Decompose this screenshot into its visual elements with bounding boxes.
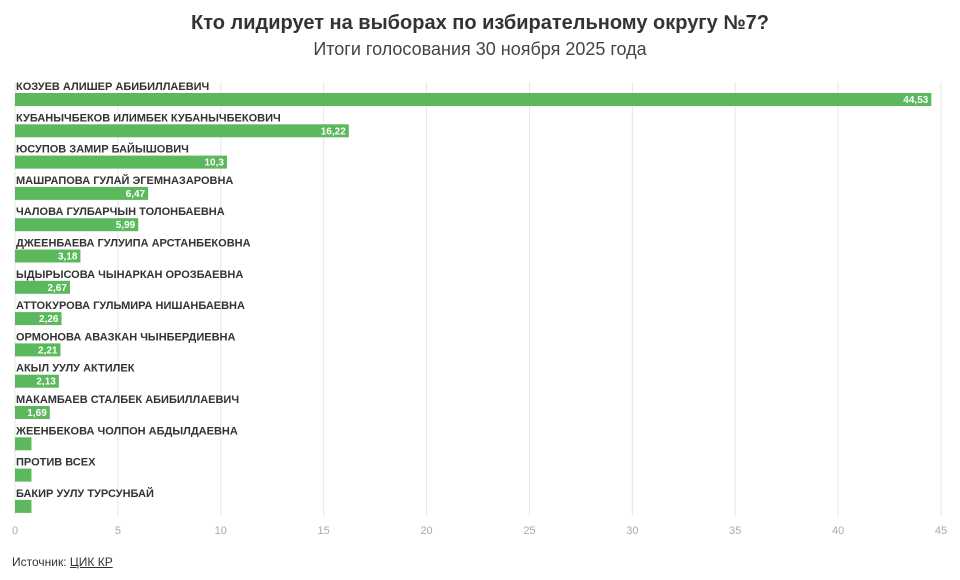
chart-title: Кто лидирует на выборах по избирательном… (191, 12, 769, 34)
bar (15, 186, 149, 200)
chart-subtitle: Итоги голосования 30 ноября 2025 года (313, 39, 647, 59)
bar (15, 218, 139, 232)
category-label: ЖЕЕНБЕКОВА ЧОЛПОН АБДЫЛДАЕВНА (15, 425, 238, 437)
x-tick-label: 0 (12, 525, 18, 537)
bar-value-label: 6,47 (126, 189, 146, 200)
x-tick-label: 45 (935, 525, 947, 537)
bar (15, 437, 32, 451)
x-tick-label: 30 (626, 525, 638, 537)
bar-value-label: 5,99 (116, 220, 136, 231)
bar-value-label: 1,69 (27, 408, 47, 419)
category-label: ЫДЫРЫСОВА ЧЫНАРКАН ОРОЗБАЕВНА (16, 269, 243, 281)
x-tick-label: 5 (115, 525, 121, 537)
bar (15, 249, 81, 263)
bar (15, 155, 227, 169)
bar (15, 93, 932, 106)
category-label: ЧАЛОВА ГУЛБАРЧЫН ТОЛОНБАЕВНА (16, 206, 225, 218)
bar (15, 374, 59, 388)
bar (15, 499, 32, 513)
source-label: Источник: (12, 555, 67, 569)
category-label: ОРМОНОВА АВАЗКАН ЧЫНБЕРДИЕВНА (16, 331, 235, 343)
x-tick-label: 15 (318, 525, 330, 537)
bar (15, 312, 62, 326)
bar-value-label: 2,67 (47, 283, 67, 294)
category-label: КУБАНЫЧБЕКОВ ИЛИМБЕК КУБАНЫЧБЕКОВИЧ (16, 112, 281, 124)
category-label: МАШРАПОВА ГУЛАЙ ЭГЕМНАЗАРОВНА (16, 174, 233, 187)
category-label: АТТОКУРОВА ГУЛЬМИРА НИШАНБАЕВНА (16, 300, 245, 312)
bar-value-label: 3,18 (58, 252, 78, 263)
bar-value-label: 10,3 (204, 158, 224, 169)
bar-value-label: 2,13 (36, 377, 56, 388)
category-label: ПРОТИВ ВСЕХ (16, 457, 96, 469)
bar-value-label: 2,21 (38, 345, 58, 356)
source-line: Источник: ЦИК КР (12, 555, 113, 569)
category-label: ЮСУПОВ ЗАМИР БАЙЫШОВИЧ (16, 143, 189, 156)
bar (15, 280, 70, 294)
x-tick-label: 10 (215, 525, 227, 537)
bar-value-label: 2,26 (39, 314, 59, 325)
bar (15, 406, 50, 419)
x-tick-label: 20 (420, 525, 432, 537)
x-tick-label: 35 (729, 525, 741, 537)
category-label: АКЫЛ УУЛУ АКТИЛЕК (16, 363, 135, 375)
bar (15, 343, 61, 357)
category-label: ДЖЕЕНБАЕВА ГУЛУИПА АРСТАНБЕКОВНА (16, 238, 251, 250)
bar-value-label: 44,53 (903, 95, 928, 106)
source-link[interactable]: ЦИК КР (69, 555, 113, 569)
category-label: КОЗУЕВ АЛИШЕР АБИБИЛЛАЕВИЧ (16, 81, 209, 93)
x-tick-label: 40 (832, 525, 844, 537)
category-label: БАКИР УУЛУ ТУРСУНБАЙ (16, 487, 154, 500)
bar (15, 124, 349, 138)
bar (15, 468, 32, 482)
x-tick-label: 25 (523, 525, 535, 537)
category-label: МАКАМБАЕВ СТАЛБЕК АБИБИЛЛАЕВИЧ (16, 394, 239, 406)
bar-chart: 0 5 10 15 20 25 30 35 40 45 КОЗУЕВ АЛИШЕР АБИБИЛЛА… (12, 81, 947, 537)
bar-value-label: 16,22 (321, 126, 346, 137)
